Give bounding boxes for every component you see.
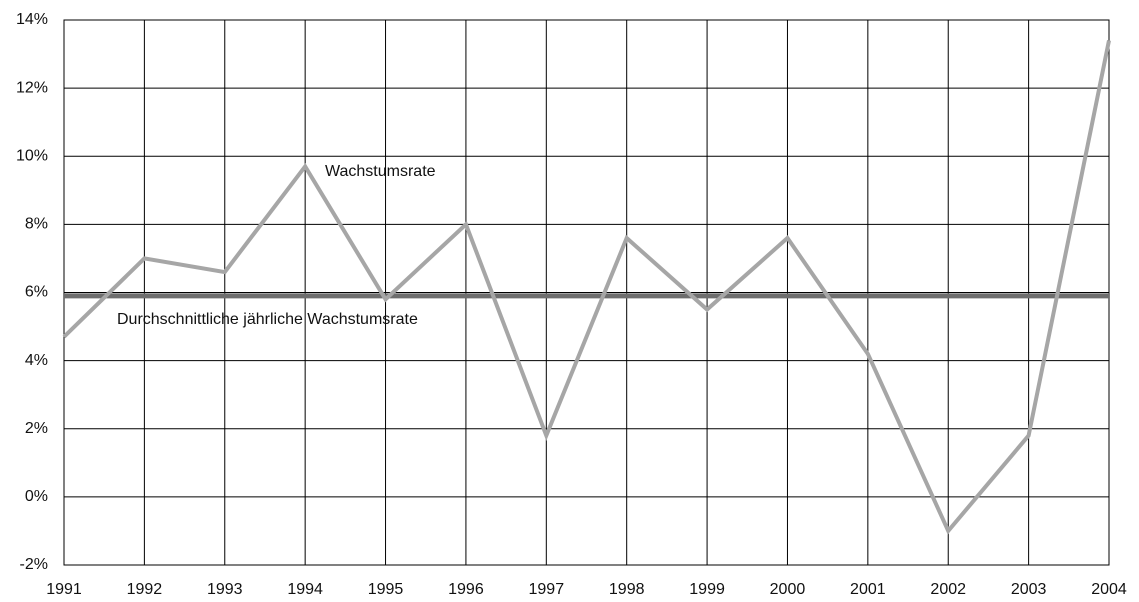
average-label: Durchschnittliche jährliche Wachstumsrat… <box>117 311 418 328</box>
plot-border <box>63 19 1110 566</box>
x-tick-label: 1995 <box>368 581 404 598</box>
x-tick-label: 1993 <box>207 581 243 598</box>
x-tick-label: 1998 <box>609 581 645 598</box>
y-tick-label: 8% <box>25 216 48 233</box>
x-tick-label: 2000 <box>770 581 806 598</box>
data-line <box>62 40 1111 535</box>
y-tick-label: 4% <box>25 352 48 369</box>
y-tick-label: 0% <box>25 488 48 505</box>
y-tick-label: 14% <box>16 11 48 28</box>
y-tick-label: 2% <box>25 420 48 437</box>
y-tick-label: 10% <box>16 147 48 164</box>
x-tick-label: 2001 <box>850 581 886 598</box>
y-tick-label: 12% <box>16 79 48 96</box>
x-tick-label: 1992 <box>127 581 163 598</box>
x-tick-label: 2004 <box>1091 581 1127 598</box>
x-tick-label: 1991 <box>46 581 82 598</box>
x-tick-label: 1997 <box>529 581 565 598</box>
x-tick-label: 2003 <box>1011 581 1047 598</box>
x-tick-label: 1999 <box>689 581 725 598</box>
y-tick-label: -2% <box>20 556 48 573</box>
y-tick-label: 6% <box>25 284 48 301</box>
x-tick-label: 1994 <box>287 581 323 598</box>
series-label: Wachstumsrate <box>325 163 436 180</box>
x-tick-label: 1996 <box>448 581 484 598</box>
x-tick-label: 2002 <box>930 581 966 598</box>
